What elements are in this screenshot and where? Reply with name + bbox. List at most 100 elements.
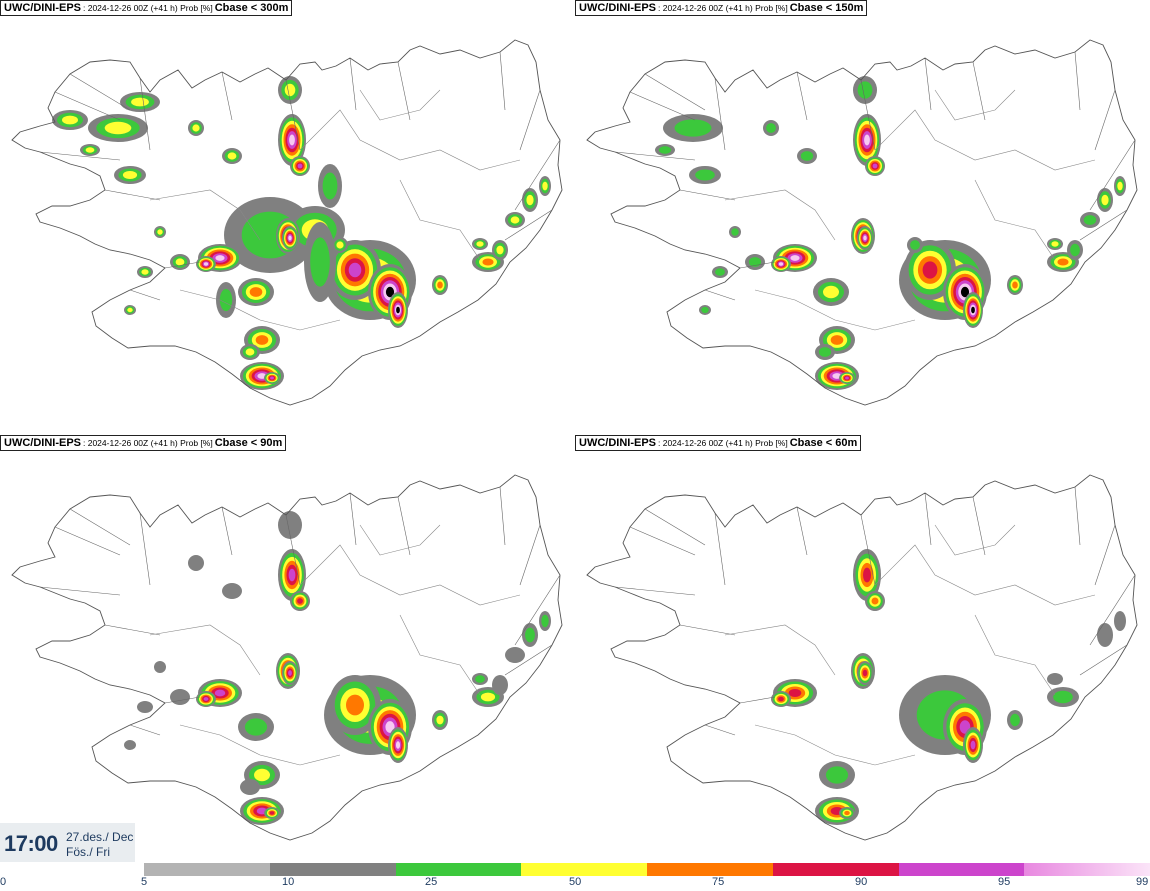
- prob-contour: [864, 134, 870, 146]
- prob-contour: [871, 597, 879, 605]
- legend-tick-label: 50: [569, 876, 582, 888]
- prob-contour: [297, 163, 303, 169]
- prob-contour: [348, 262, 362, 278]
- prob-contour: [288, 568, 296, 582]
- coastline-detail: [714, 77, 726, 151]
- prob-contour: [1114, 611, 1126, 631]
- prob-contour: [922, 261, 938, 279]
- prob-contour: [1070, 243, 1080, 257]
- coastline-detail: [519, 89, 541, 151]
- prob-contour: [863, 235, 867, 241]
- legend-swatch: [144, 863, 270, 876]
- coastline-detail: [796, 506, 808, 556]
- legend-swatch: [521, 863, 647, 876]
- prob-contour: [525, 627, 535, 643]
- prob-contour: [701, 306, 709, 314]
- coastline-detail: [54, 91, 121, 121]
- legend-tick-label: 0: [0, 876, 7, 888]
- prob-contour: [222, 583, 242, 599]
- panel-title: UWC/DINI-EPS: 2024-12-26 00Z (+41 h) Pro…: [0, 0, 293, 16]
- prob-contour: [1101, 194, 1109, 206]
- prob-contour: [62, 115, 78, 125]
- prob-contour: [214, 689, 226, 697]
- coastline-detail: [221, 71, 233, 121]
- coastline-detail: [164, 696, 201, 704]
- panel-title: UWC/DINI-EPS: 2024-12-26 00Z (+41 h) Pro…: [575, 0, 868, 16]
- prob-contour: [157, 229, 163, 235]
- legend-tick-label: 5: [141, 876, 148, 888]
- boundary-line: [754, 289, 916, 331]
- map-panel-3: UWC/DINI-EPS: 2024-12-26 00Z (+41 h) Pro…: [0, 435, 575, 872]
- prob-contour: [255, 335, 269, 345]
- prob-contour: [437, 281, 443, 289]
- legend-tick-label: 25: [425, 876, 438, 888]
- prob-contour: [254, 768, 270, 782]
- legend-swatch: [1024, 863, 1150, 876]
- prob-contour: [526, 194, 534, 206]
- prob-contour: [1012, 281, 1018, 289]
- prob-contour: [219, 288, 233, 312]
- prob-contour: [244, 718, 268, 736]
- prob-contour: [131, 97, 149, 107]
- prob-contour: [674, 119, 712, 137]
- prob-contour: [970, 740, 976, 750]
- coastline-detail: [139, 512, 151, 586]
- prob-contour: [857, 81, 873, 99]
- boundary-line: [874, 109, 1096, 171]
- coastline-detail: [514, 574, 561, 646]
- prob-contour: [823, 285, 839, 299]
- prob-contour: [240, 779, 260, 795]
- coastline-detail: [924, 57, 932, 111]
- prob-contour: [766, 123, 776, 133]
- coastline-detail: [629, 91, 696, 121]
- map-panel-2: UWC/DINI-EPS: 2024-12-26 00Z (+41 h) Pro…: [575, 0, 1150, 437]
- legend-tick-label: 75: [712, 876, 725, 888]
- coastline-detail: [504, 644, 553, 676]
- coastline-detail: [860, 514, 876, 586]
- prob-contour: [154, 661, 166, 673]
- coastline-detail: [796, 71, 808, 121]
- prob-contour: [175, 258, 185, 266]
- prob-contour: [1047, 673, 1063, 685]
- date-line-1: 27.des./ Dec: [66, 830, 134, 844]
- prob-contour: [475, 675, 485, 683]
- prob-contour: [960, 286, 970, 298]
- coastline-detail: [1094, 524, 1116, 586]
- prob-contour: [788, 689, 802, 697]
- boundary-line: [399, 614, 481, 696]
- prob-contour: [395, 741, 401, 749]
- prob-contour: [85, 147, 95, 153]
- prob-contour: [141, 269, 149, 275]
- coastline-detail: [860, 79, 876, 151]
- panel-title: UWC/DINI-EPS: 2024-12-26 00Z (+41 h) Pro…: [0, 435, 287, 451]
- prob-contour: [396, 306, 400, 314]
- legend-swatch: [269, 863, 396, 876]
- probability-field: [124, 511, 551, 825]
- color-legend: [144, 863, 1150, 876]
- prob-contour: [289, 134, 295, 146]
- prob-contour: [203, 697, 209, 701]
- coastline-detail: [285, 514, 301, 586]
- panel-title: UWC/DINI-EPS: 2024-12-26 00Z (+41 h) Pro…: [575, 435, 862, 451]
- field-name: Cbase < 90m: [214, 437, 283, 449]
- iceland-map: [11, 474, 563, 841]
- prob-contour: [505, 647, 525, 663]
- field-name: Cbase < 60m: [789, 437, 858, 449]
- boundary-line: [179, 289, 341, 331]
- prob-contour: [270, 376, 274, 380]
- prob-contour: [192, 124, 200, 132]
- prob-contour: [862, 669, 868, 677]
- map-panel-4: UWC/DINI-EPS: 2024-12-26 00Z (+41 h) Pro…: [575, 435, 1150, 872]
- prob-contour: [476, 241, 484, 247]
- prob-contour: [284, 83, 296, 97]
- field-name: Cbase < 300m: [214, 2, 289, 14]
- field-name: Cbase < 150m: [789, 2, 864, 14]
- coastline-detail: [714, 512, 726, 586]
- prob-contour: [188, 555, 204, 571]
- boundary-line: [399, 179, 481, 261]
- prob-contour: [269, 811, 275, 815]
- coastline-detail: [644, 73, 706, 111]
- prob-contour: [872, 163, 878, 169]
- boundary-line: [299, 109, 521, 171]
- prob-contour: [1097, 623, 1113, 647]
